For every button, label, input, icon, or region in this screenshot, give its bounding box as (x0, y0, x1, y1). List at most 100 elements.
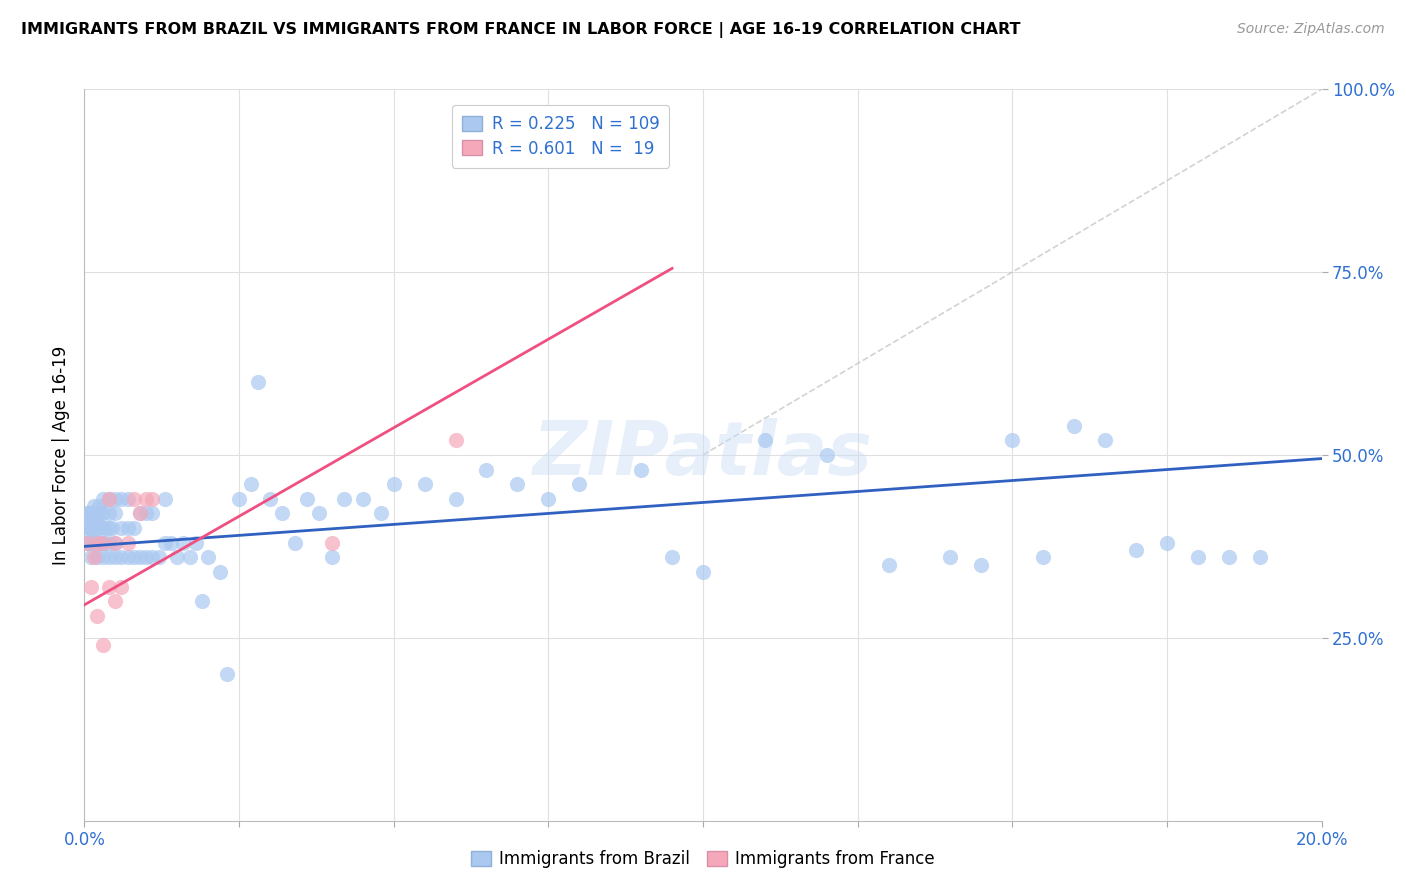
Text: IMMIGRANTS FROM BRAZIL VS IMMIGRANTS FROM FRANCE IN LABOR FORCE | AGE 16-19 CORR: IMMIGRANTS FROM BRAZIL VS IMMIGRANTS FRO… (21, 22, 1021, 38)
Point (1125, 543, 1147, 558)
Point (98, 491, 121, 506)
Point (153, 535, 176, 549)
Point (370, 507, 392, 521)
Point (444, 434, 467, 448)
Point (98, 521, 121, 535)
Point (83, 499, 105, 513)
Point (79, 580, 101, 594)
Point (141, 491, 163, 506)
Point (76, 507, 98, 521)
Point (1001, 434, 1024, 448)
Point (129, 507, 152, 521)
Point (104, 535, 127, 549)
Point (79, 535, 101, 549)
Point (117, 550, 139, 565)
Point (1063, 418, 1085, 433)
Point (98, 550, 121, 565)
Point (80, 521, 103, 535)
Point (83, 535, 105, 549)
Point (321, 550, 343, 565)
Point (333, 491, 356, 506)
Point (153, 491, 176, 506)
Point (295, 491, 318, 506)
Point (98, 580, 121, 594)
Point (122, 491, 145, 506)
Point (86, 535, 108, 549)
Point (246, 375, 269, 389)
Point (86, 507, 108, 521)
Point (692, 565, 714, 579)
Point (83, 507, 105, 521)
Point (110, 491, 132, 506)
Point (83, 550, 105, 565)
Point (86, 514, 108, 528)
Point (91, 521, 114, 535)
Point (271, 507, 294, 521)
Point (160, 535, 183, 549)
Point (117, 521, 139, 535)
Point (89, 535, 111, 549)
Point (104, 491, 127, 506)
Point (86, 535, 108, 549)
Point (321, 535, 343, 549)
Point (413, 477, 436, 491)
Point (110, 521, 132, 535)
Point (98, 491, 121, 506)
Point (475, 462, 498, 476)
Point (86, 521, 108, 535)
Point (1187, 550, 1209, 565)
Point (122, 521, 145, 535)
Point (98, 535, 121, 549)
Point (104, 594, 127, 608)
Point (172, 535, 194, 549)
Text: Source: ZipAtlas.com: Source: ZipAtlas.com (1237, 22, 1385, 37)
Point (191, 594, 214, 608)
Point (308, 507, 330, 521)
Point (91, 638, 114, 652)
Point (537, 491, 560, 506)
Point (104, 507, 127, 521)
Point (141, 507, 163, 521)
Point (129, 507, 152, 521)
Point (80, 535, 103, 549)
Point (91, 491, 114, 506)
Point (179, 550, 201, 565)
Point (197, 550, 219, 565)
Point (93, 535, 115, 549)
Point (215, 667, 238, 681)
Point (91, 550, 114, 565)
Point (89, 507, 111, 521)
Point (506, 477, 529, 491)
Point (91, 535, 114, 549)
Point (661, 550, 683, 565)
Point (79, 507, 101, 521)
Point (79, 550, 101, 565)
Point (76, 535, 98, 549)
Text: ZIPatlas: ZIPatlas (533, 418, 873, 491)
Point (117, 535, 139, 549)
Point (86, 550, 108, 565)
Point (1156, 535, 1178, 549)
Point (141, 550, 163, 565)
Point (135, 550, 157, 565)
Point (754, 434, 776, 448)
Point (76, 521, 98, 535)
Point (91, 507, 114, 521)
Point (1094, 434, 1116, 448)
Point (79, 507, 101, 521)
Point (1032, 550, 1054, 565)
Y-axis label: In Labor Force | Age 16-19: In Labor Force | Age 16-19 (52, 345, 70, 565)
Point (135, 491, 157, 506)
Point (1218, 550, 1240, 565)
Point (877, 558, 900, 572)
Point (240, 477, 263, 491)
Point (87, 499, 110, 513)
Point (79, 521, 101, 535)
Point (1249, 550, 1271, 565)
Point (148, 550, 170, 565)
Point (444, 491, 467, 506)
Point (104, 550, 127, 565)
Point (166, 550, 188, 565)
Point (82, 507, 104, 521)
Point (815, 448, 838, 462)
